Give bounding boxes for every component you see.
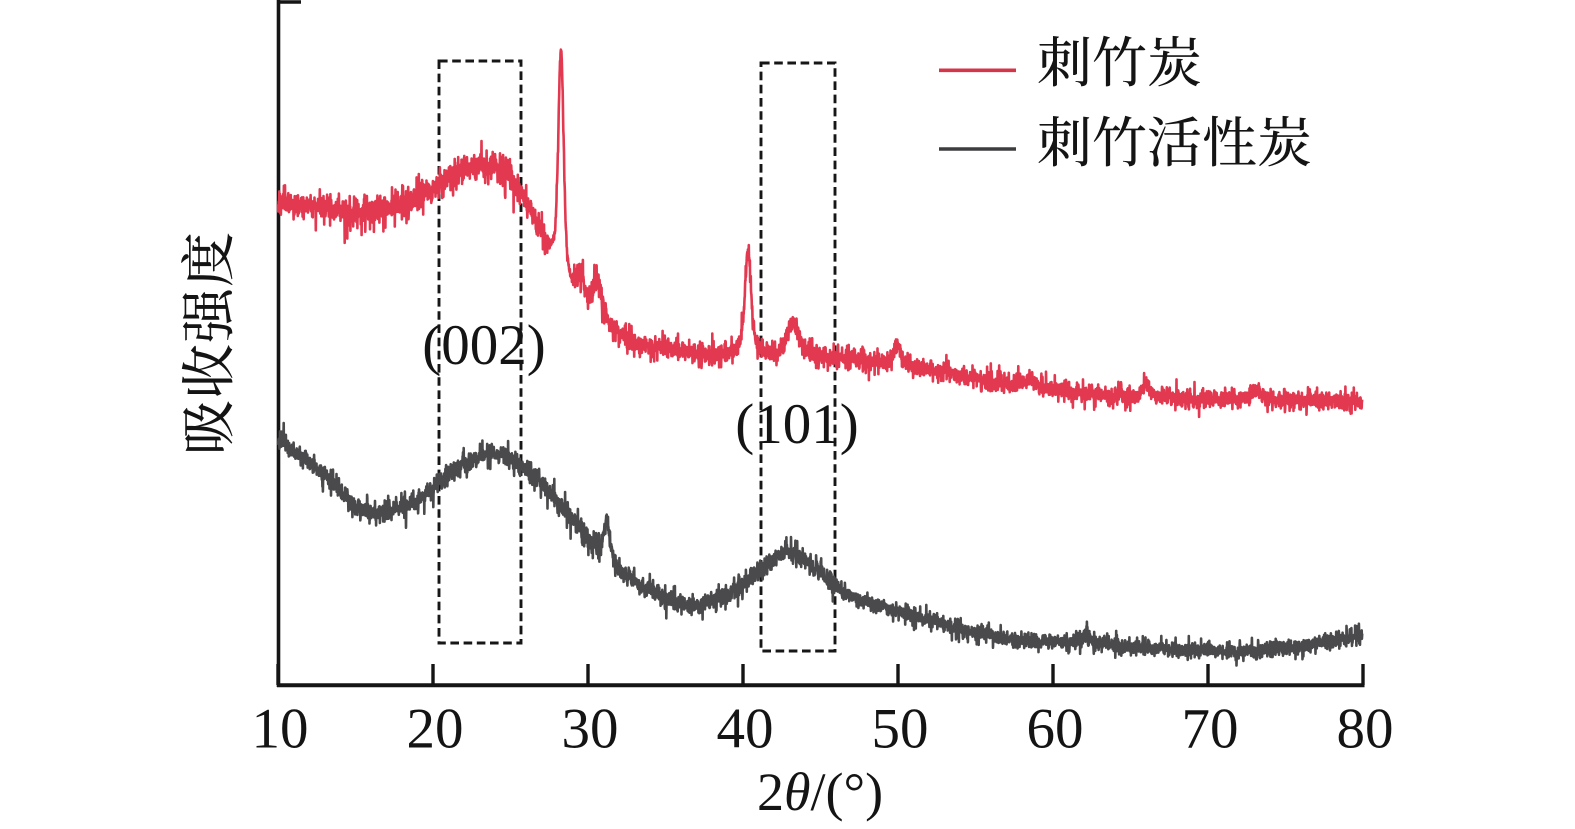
svg-text:70: 70 [1182, 698, 1239, 761]
svg-text:20: 20 [407, 698, 464, 761]
svg-text:2θ/(°): 2θ/(°) [757, 762, 883, 822]
svg-text:50: 50 [872, 698, 929, 761]
svg-text:40: 40 [717, 698, 774, 761]
svg-text:(002): (002) [422, 314, 545, 377]
svg-text:30: 30 [562, 698, 619, 761]
svg-text:80: 80 [1337, 698, 1394, 761]
svg-text:10: 10 [252, 698, 309, 761]
svg-text:60: 60 [1027, 698, 1084, 761]
svg-text:(101): (101) [735, 393, 858, 456]
